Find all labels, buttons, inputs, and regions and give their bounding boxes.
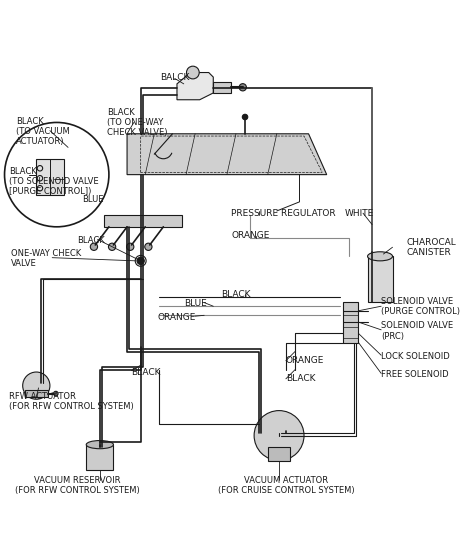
Text: VACUUM ACTUATOR
(FOR CRUISE CONTROL SYSTEM): VACUUM ACTUATOR (FOR CRUISE CONTROL SYST… — [218, 476, 354, 495]
Circle shape — [5, 122, 109, 227]
Circle shape — [239, 84, 246, 91]
Ellipse shape — [367, 252, 392, 261]
Text: BALCK: BALCK — [160, 73, 190, 81]
Polygon shape — [127, 134, 327, 175]
Text: WHITE: WHITE — [345, 209, 374, 218]
Circle shape — [242, 114, 248, 120]
Text: BLACK
(TO SOLENOID VALVE
[PURGE CONTROL]): BLACK (TO SOLENOID VALVE [PURGE CONTROL]… — [9, 166, 99, 196]
Text: ORANGE: ORANGE — [231, 232, 270, 240]
Circle shape — [145, 243, 152, 251]
Text: SOLENOID VALVE
(PURGE CONTROL): SOLENOID VALVE (PURGE CONTROL) — [381, 296, 460, 316]
Text: BLACK: BLACK — [132, 368, 161, 377]
Circle shape — [91, 243, 98, 251]
Text: BLACK
(TO VACUUM
ACTUATOR): BLACK (TO VACUUM ACTUATOR) — [16, 117, 70, 146]
FancyBboxPatch shape — [86, 445, 113, 470]
Text: RFW ACTUATOR
(FOR RFW CONTROL SYSTEM): RFW ACTUATOR (FOR RFW CONTROL SYSTEM) — [9, 392, 134, 411]
Text: BLACK: BLACK — [77, 236, 105, 245]
Circle shape — [23, 372, 50, 400]
Text: BLUE: BLUE — [184, 300, 207, 309]
Circle shape — [186, 66, 199, 79]
FancyBboxPatch shape — [25, 390, 48, 397]
FancyBboxPatch shape — [36, 158, 64, 195]
Circle shape — [135, 256, 146, 266]
FancyBboxPatch shape — [213, 81, 231, 93]
Polygon shape — [177, 73, 213, 100]
Text: BLACK: BLACK — [221, 290, 251, 300]
Text: FREE SOLENOID: FREE SOLENOID — [381, 370, 449, 379]
Circle shape — [54, 391, 58, 396]
FancyBboxPatch shape — [343, 302, 358, 343]
Text: ORANGE: ORANGE — [158, 313, 196, 322]
Ellipse shape — [86, 441, 113, 449]
Circle shape — [137, 257, 144, 264]
Text: BLUE: BLUE — [82, 195, 104, 204]
Circle shape — [109, 243, 116, 251]
Text: ONE-WAY CHECK
VALVE: ONE-WAY CHECK VALVE — [11, 249, 82, 268]
Text: BLACK: BLACK — [286, 374, 315, 383]
Text: LOCK SOLENOID: LOCK SOLENOID — [381, 352, 450, 360]
Text: VACUUM RESERVOIR
(FOR RFW CONTROL SYSTEM): VACUUM RESERVOIR (FOR RFW CONTROL SYSTEM… — [15, 476, 139, 495]
Circle shape — [254, 411, 304, 460]
FancyBboxPatch shape — [104, 215, 182, 227]
Text: BLACK
(TO ONE-WAY
CHECK VALVE): BLACK (TO ONE-WAY CHECK VALVE) — [107, 108, 167, 137]
Text: PRESSURE REGULATOR: PRESSURE REGULATOR — [231, 209, 336, 218]
FancyBboxPatch shape — [268, 447, 291, 460]
Text: SOLENOID VALVE
(PRC): SOLENOID VALVE (PRC) — [381, 321, 453, 341]
Text: CHAROCAL
CANISTER: CHAROCAL CANISTER — [406, 238, 456, 257]
FancyBboxPatch shape — [367, 256, 392, 302]
Circle shape — [127, 243, 134, 251]
Text: ORANGE: ORANGE — [286, 356, 324, 365]
